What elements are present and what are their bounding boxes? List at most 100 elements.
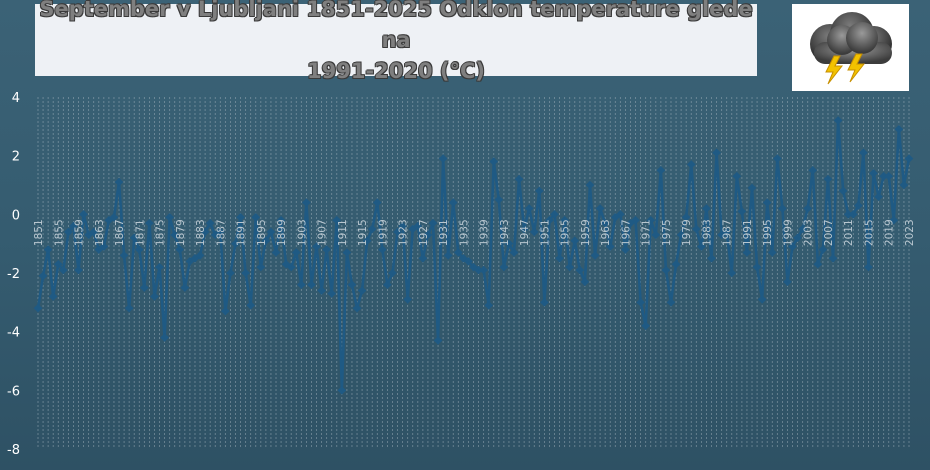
data-point <box>494 195 504 204</box>
data-point <box>838 186 848 196</box>
grid <box>37 97 910 449</box>
data-point <box>428 218 438 228</box>
data-point <box>565 262 575 272</box>
data-point <box>519 224 529 234</box>
data-point <box>140 283 149 292</box>
data-point <box>641 321 650 331</box>
data-point <box>423 230 433 240</box>
data-point <box>828 254 838 263</box>
data-point <box>636 298 645 307</box>
data-point <box>286 262 296 272</box>
data-point <box>43 245 53 254</box>
data-point <box>656 166 666 175</box>
x-tick-label: 1931 <box>438 219 450 246</box>
data-point <box>605 242 615 251</box>
data-point <box>555 254 564 263</box>
data-point <box>595 204 605 213</box>
data-point <box>170 230 180 240</box>
data-point <box>798 224 807 234</box>
x-tick-label: 1871 <box>134 219 146 246</box>
y-axis-ticks: 4 2 0 -2 -4 -6 -8 <box>7 91 20 458</box>
x-tick-label: 1959 <box>580 219 592 246</box>
data-point <box>393 227 402 237</box>
y-tick-label: -2 <box>7 267 20 282</box>
data-point <box>560 215 569 225</box>
data-point <box>762 198 772 207</box>
data-point <box>322 245 331 254</box>
data-point <box>778 204 787 213</box>
data-point <box>874 192 883 202</box>
data-point <box>119 251 129 260</box>
x-tick-label: 1923 <box>398 219 410 246</box>
x-tick-label: 1951 <box>539 219 551 246</box>
data-point <box>99 242 109 251</box>
x-tick-label: 1947 <box>519 219 531 246</box>
data-point <box>540 298 549 307</box>
data-point <box>195 251 205 260</box>
data-point <box>681 212 691 222</box>
x-tick-label: 1971 <box>641 219 653 246</box>
data-point <box>737 207 747 216</box>
data-point <box>524 204 534 213</box>
data-point <box>388 268 397 278</box>
data-point <box>864 262 873 272</box>
data-point <box>433 336 443 345</box>
data-point <box>216 227 225 237</box>
data-point <box>575 265 585 275</box>
data-point <box>454 248 463 257</box>
data-point <box>403 295 412 304</box>
data-point <box>307 280 316 290</box>
data-point <box>722 227 731 237</box>
x-tick-label: 1887 <box>215 219 227 246</box>
data-point <box>671 259 681 269</box>
x-tick-label: 1939 <box>479 219 491 246</box>
data-point <box>889 215 899 225</box>
data-point <box>155 262 164 272</box>
x-tick-label: 1935 <box>458 219 470 246</box>
data-point <box>550 210 559 219</box>
data-point <box>109 212 119 222</box>
x-tick-label: 1911 <box>337 219 349 246</box>
data-point <box>570 236 580 246</box>
data-point <box>59 265 68 275</box>
x-tick-label: 1859 <box>74 219 86 246</box>
data-point <box>707 254 716 263</box>
data-point <box>600 218 610 228</box>
data-point <box>712 148 721 158</box>
data-point <box>489 157 499 166</box>
data-point <box>626 218 635 228</box>
data-point <box>727 268 737 278</box>
x-tick-label: 1875 <box>155 219 167 246</box>
x-tick-label: 2019 <box>884 219 896 246</box>
data-point <box>352 303 362 313</box>
data-point <box>732 171 742 181</box>
data-point <box>666 298 676 307</box>
data-point <box>221 306 230 316</box>
data-point <box>702 204 711 213</box>
data-point <box>899 180 909 190</box>
data-point <box>337 386 347 395</box>
data-point <box>904 154 914 163</box>
data-point <box>646 215 656 225</box>
x-tick-label: 1883 <box>195 219 207 246</box>
chart-title-line2: 1991-2020 (°C) <box>306 58 486 83</box>
data-point <box>818 245 828 254</box>
data-point <box>327 289 337 298</box>
data-point <box>312 242 321 251</box>
data-point <box>129 233 139 243</box>
data-point <box>297 280 306 290</box>
data-point <box>651 230 661 240</box>
data-point <box>332 215 342 225</box>
data-point <box>378 245 387 254</box>
x-tick-label: 1967 <box>620 219 632 246</box>
data-point <box>317 286 326 295</box>
data-point <box>509 248 519 257</box>
y-tick-label: -6 <box>7 384 20 399</box>
data-point <box>514 174 524 184</box>
data-point <box>251 212 261 222</box>
data-point <box>114 177 124 187</box>
x-tick-label: 2023 <box>904 219 916 246</box>
data-point <box>438 154 448 163</box>
data-point <box>484 300 493 310</box>
data-point <box>367 224 377 234</box>
